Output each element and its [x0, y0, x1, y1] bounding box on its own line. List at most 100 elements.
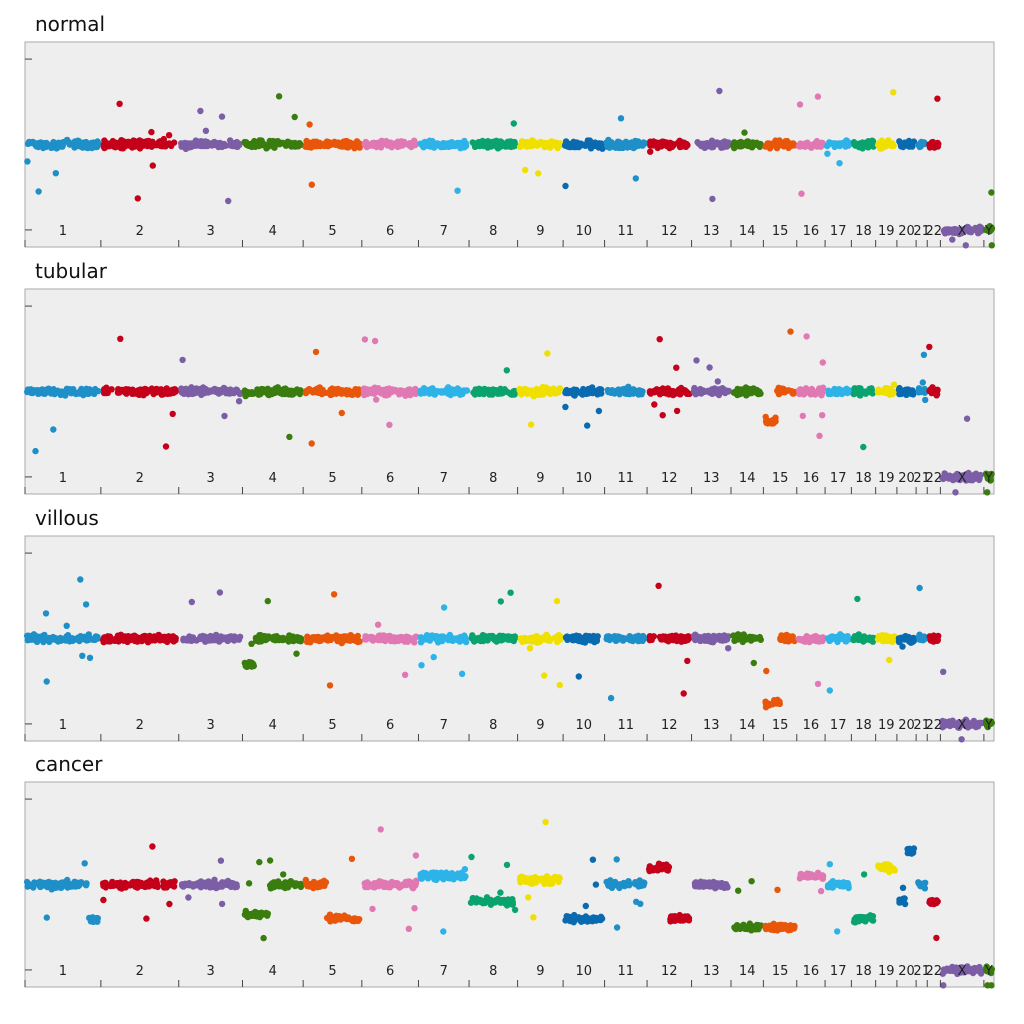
point-chr11 — [639, 636, 647, 643]
point-chr8 — [482, 635, 490, 642]
point-chr6 — [364, 882, 371, 889]
point-chr3 — [200, 140, 208, 147]
point-chr8 — [503, 367, 510, 374]
point-chr9 — [541, 143, 548, 150]
point-chr5 — [332, 141, 339, 148]
point-chr13 — [696, 389, 703, 397]
point-chr13 — [706, 364, 713, 371]
point-chr7 — [458, 670, 466, 677]
point-chr12 — [655, 582, 662, 589]
point-chr4 — [259, 387, 266, 395]
point-chr11 — [604, 633, 611, 640]
chrom-label: 7 — [440, 471, 448, 486]
point-chrX — [962, 242, 969, 249]
point-chr15 — [763, 419, 770, 427]
chrom-label: 17 — [830, 224, 847, 239]
point-chr2 — [115, 388, 122, 396]
point-chr19 — [886, 656, 893, 664]
chrom-label: 22 — [926, 471, 943, 486]
point-chrX — [948, 476, 956, 483]
chrom-label: X — [958, 224, 967, 239]
panel-title: tubular — [35, 259, 108, 283]
point-chr2 — [169, 880, 177, 887]
point-chr10 — [563, 634, 570, 641]
point-chr17 — [826, 140, 833, 148]
point-chr17 — [824, 150, 831, 157]
point-chr2 — [124, 387, 131, 394]
point-chr8 — [475, 635, 482, 642]
point-chr3 — [235, 398, 243, 405]
point-chrX — [958, 736, 965, 743]
point-chr13 — [699, 142, 707, 149]
point-chr8 — [480, 142, 487, 150]
point-chr1 — [59, 143, 66, 150]
point-chr7 — [438, 636, 445, 643]
point-chr1 — [24, 158, 31, 165]
point-chr7 — [418, 875, 426, 882]
point-chr2 — [162, 443, 170, 450]
point-chr7 — [440, 928, 447, 935]
point-chr1 — [77, 633, 84, 640]
point-chr1 — [86, 654, 94, 661]
point-chr1 — [27, 636, 34, 643]
point-chr5 — [308, 181, 315, 188]
point-chr13 — [716, 87, 723, 95]
point-chr8 — [511, 633, 519, 640]
point-chr9 — [539, 634, 546, 641]
chrom-label: 3 — [206, 471, 214, 486]
point-chr2 — [141, 636, 148, 643]
chrom-label: 5 — [328, 471, 336, 486]
point-chr12 — [680, 690, 687, 697]
chrom-label: 22 — [926, 224, 943, 239]
point-chr1 — [80, 387, 88, 394]
chrom-label: 8 — [489, 471, 497, 486]
point-chrX — [949, 236, 956, 243]
point-chr1 — [52, 170, 59, 177]
point-chr6 — [383, 137, 390, 145]
point-chr19 — [888, 389, 895, 396]
point-chr1 — [43, 387, 50, 394]
point-chr10 — [596, 916, 603, 923]
point-chr10 — [592, 634, 599, 642]
chrom-label: 2 — [136, 718, 144, 733]
point-chr10 — [581, 639, 589, 646]
point-chr10 — [573, 632, 580, 640]
point-chr7 — [428, 386, 435, 393]
point-chr5 — [345, 141, 352, 149]
point-chr7 — [417, 390, 424, 397]
point-chr5 — [305, 635, 312, 642]
point-chr16 — [819, 635, 826, 642]
point-chr3 — [178, 389, 185, 396]
point-chrX — [974, 230, 982, 237]
point-chr14 — [757, 140, 764, 148]
point-chrX — [974, 224, 982, 232]
chrom-label: 16 — [803, 471, 820, 486]
point-chr8 — [473, 140, 480, 147]
point-chr3 — [233, 386, 240, 393]
point-chr22 — [929, 139, 936, 146]
chrom-label: Y — [984, 471, 993, 486]
point-chr13 — [725, 645, 732, 652]
point-chr2 — [131, 637, 139, 644]
point-chrX — [972, 722, 979, 729]
point-chr20 — [898, 142, 905, 149]
point-chr8 — [497, 889, 504, 896]
point-chr7 — [457, 145, 464, 152]
chrom-label: 1 — [59, 718, 67, 733]
point-chrX — [940, 227, 948, 234]
point-chr5 — [312, 636, 320, 644]
point-chr19 — [878, 137, 885, 144]
point-chr2 — [149, 843, 156, 850]
point-chr5 — [349, 391, 356, 398]
point-chr3 — [221, 412, 228, 420]
point-chr9 — [529, 880, 536, 887]
point-chr1 — [79, 142, 87, 149]
point-chr2 — [146, 139, 154, 146]
point-chr14 — [741, 632, 748, 640]
point-chr4 — [254, 386, 261, 393]
point-chr15 — [768, 420, 776, 427]
point-chr9 — [527, 421, 535, 428]
point-chr16 — [819, 412, 826, 419]
point-chr2 — [140, 392, 147, 399]
point-chr10 — [584, 422, 591, 429]
